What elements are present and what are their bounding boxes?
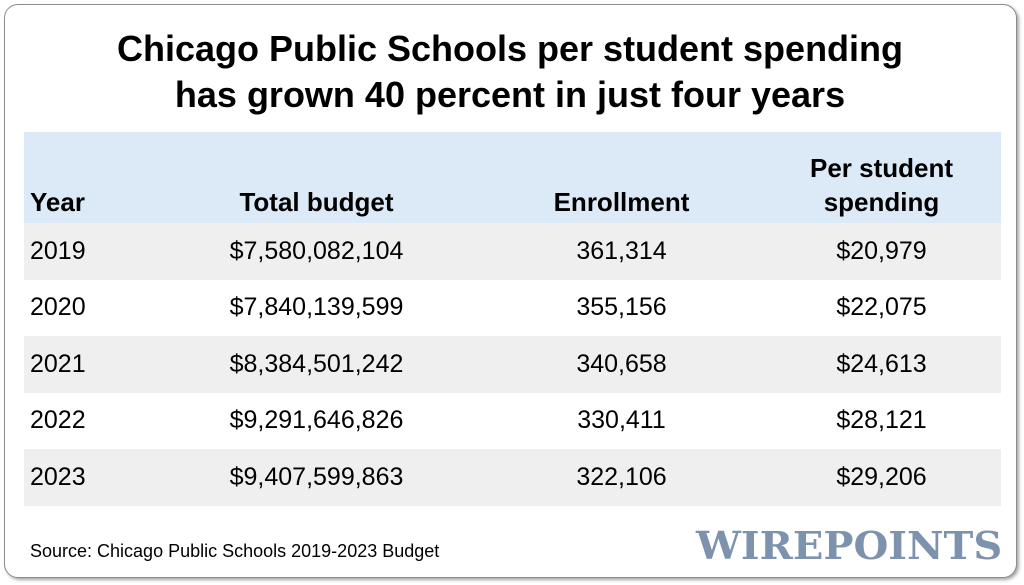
cell-total-budget: $8,384,501,242 <box>229 349 404 378</box>
cell-year: 2023 <box>30 462 86 491</box>
wirepoints-logo: WIREPOINTS <box>696 524 1003 569</box>
cell-year: 2022 <box>30 406 86 435</box>
column-header-per-student-spending: Per student spending <box>784 151 979 219</box>
cell-total-budget: $9,291,646,826 <box>229 406 404 435</box>
cell-year: 2019 <box>30 236 86 265</box>
column-header-total-budget: Total budget <box>239 187 394 217</box>
source-note: Source: Chicago Public Schools 2019-2023… <box>30 541 440 561</box>
per-student-header-line-2: spending <box>823 187 940 217</box>
cell-per-student-spending: $20,979 <box>836 236 927 265</box>
cell-per-student-spending: $24,613 <box>836 349 927 378</box>
title-line-1: Chicago Public Schools per student spend… <box>116 28 904 69</box>
data-table: Year Total budget Enrollment Per student… <box>24 132 1001 506</box>
cell-per-student-spending: $22,075 <box>836 293 927 322</box>
table-row: 2020 $7,840,139,599 355,156 $22,075 <box>24 280 1001 337</box>
per-student-header-line-1: Per student <box>809 153 954 183</box>
cell-year: 2021 <box>30 349 86 378</box>
table-row: 2021 $8,384,501,242 340,658 $24,613 <box>24 336 1001 393</box>
table-row: 2023 $9,407,599,863 322,106 $29,206 <box>24 449 1001 506</box>
cell-total-budget: $7,840,139,599 <box>229 293 404 322</box>
table-header-row: Year Total budget Enrollment Per student… <box>24 132 1001 223</box>
cell-total-budget: $9,407,599,863 <box>229 462 404 491</box>
cell-enrollment: 322,106 <box>576 462 667 491</box>
cell-enrollment: 361,314 <box>576 236 667 265</box>
title-line-2: has grown 40 percent in just four years <box>174 74 846 115</box>
table-row: 2022 $9,291,646,826 330,411 $28,121 <box>24 393 1001 450</box>
chart-title: Chicago Public Schools per student spend… <box>0 26 1020 118</box>
cell-total-budget: $7,580,082,104 <box>229 236 404 265</box>
cell-year: 2020 <box>30 293 86 322</box>
column-header-enrollment: Enrollment <box>553 187 690 217</box>
cell-enrollment: 330,411 <box>577 406 666 435</box>
cell-enrollment: 340,658 <box>576 349 667 378</box>
cell-per-student-spending: $28,121 <box>836 406 927 435</box>
table-row: 2019 $7,580,082,104 361,314 $20,979 <box>24 223 1001 280</box>
cell-per-student-spending: $29,206 <box>836 462 927 491</box>
column-header-year: Year <box>30 187 85 217</box>
cell-enrollment: 355,156 <box>576 293 667 322</box>
